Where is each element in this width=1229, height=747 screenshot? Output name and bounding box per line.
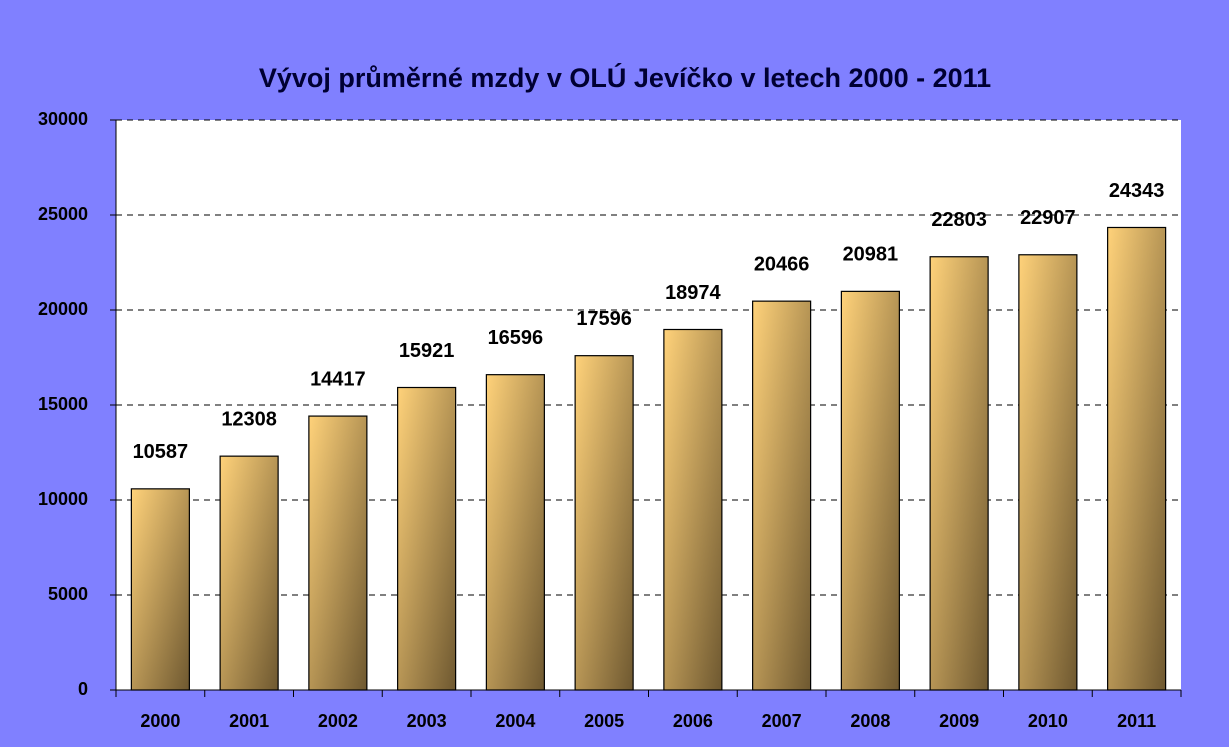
x-tick-label: 2011	[1117, 711, 1156, 731]
bar	[1018, 254, 1078, 691]
bar	[397, 386, 457, 691]
data-label: 15921	[399, 340, 455, 362]
x-tick-label: 2006	[673, 711, 713, 731]
data-label: 22907	[1020, 207, 1076, 229]
data-label: 16596	[488, 327, 544, 349]
y-tick-label: 25000	[38, 204, 88, 224]
bar	[752, 300, 812, 691]
y-tick-label: 30000	[38, 109, 88, 129]
y-tick-label: 5000	[48, 584, 88, 604]
y-tick-label: 20000	[38, 299, 88, 319]
y-tick-label: 15000	[38, 394, 88, 414]
data-label: 22803	[931, 209, 987, 231]
data-label: 17596	[576, 308, 632, 330]
x-tick-label: 2008	[850, 711, 890, 731]
x-tick-label: 2010	[1028, 711, 1068, 731]
data-label: 20466	[754, 253, 810, 275]
bar	[663, 328, 723, 691]
x-tick-label: 2000	[140, 711, 180, 731]
data-label: 12308	[221, 408, 277, 430]
bar	[485, 374, 545, 691]
x-tick-label: 2009	[939, 711, 979, 731]
data-label: 18974	[665, 282, 721, 304]
x-tick-label: 2002	[318, 711, 358, 731]
bar	[219, 455, 279, 691]
y-tick-label: 0	[78, 679, 88, 699]
bar	[574, 355, 634, 691]
x-tick-label: 2005	[584, 711, 624, 731]
data-label: 20981	[843, 244, 899, 266]
x-tick-label: 2004	[495, 711, 535, 731]
bar	[308, 415, 368, 691]
data-label: 14417	[310, 368, 366, 390]
bar	[130, 488, 190, 691]
y-tick-label: 10000	[38, 489, 88, 509]
bar	[1107, 226, 1167, 691]
bar	[840, 290, 900, 691]
x-tick-label: 2001	[229, 711, 269, 731]
x-tick-label: 2007	[762, 711, 802, 731]
x-tick-label: 2003	[407, 711, 447, 731]
chart-title: Vývoj průměrné mzdy v OLÚ Jevíčko v lete…	[259, 62, 991, 93]
data-label: 24343	[1109, 180, 1165, 202]
bar	[929, 256, 989, 691]
data-label: 10587	[133, 441, 189, 463]
